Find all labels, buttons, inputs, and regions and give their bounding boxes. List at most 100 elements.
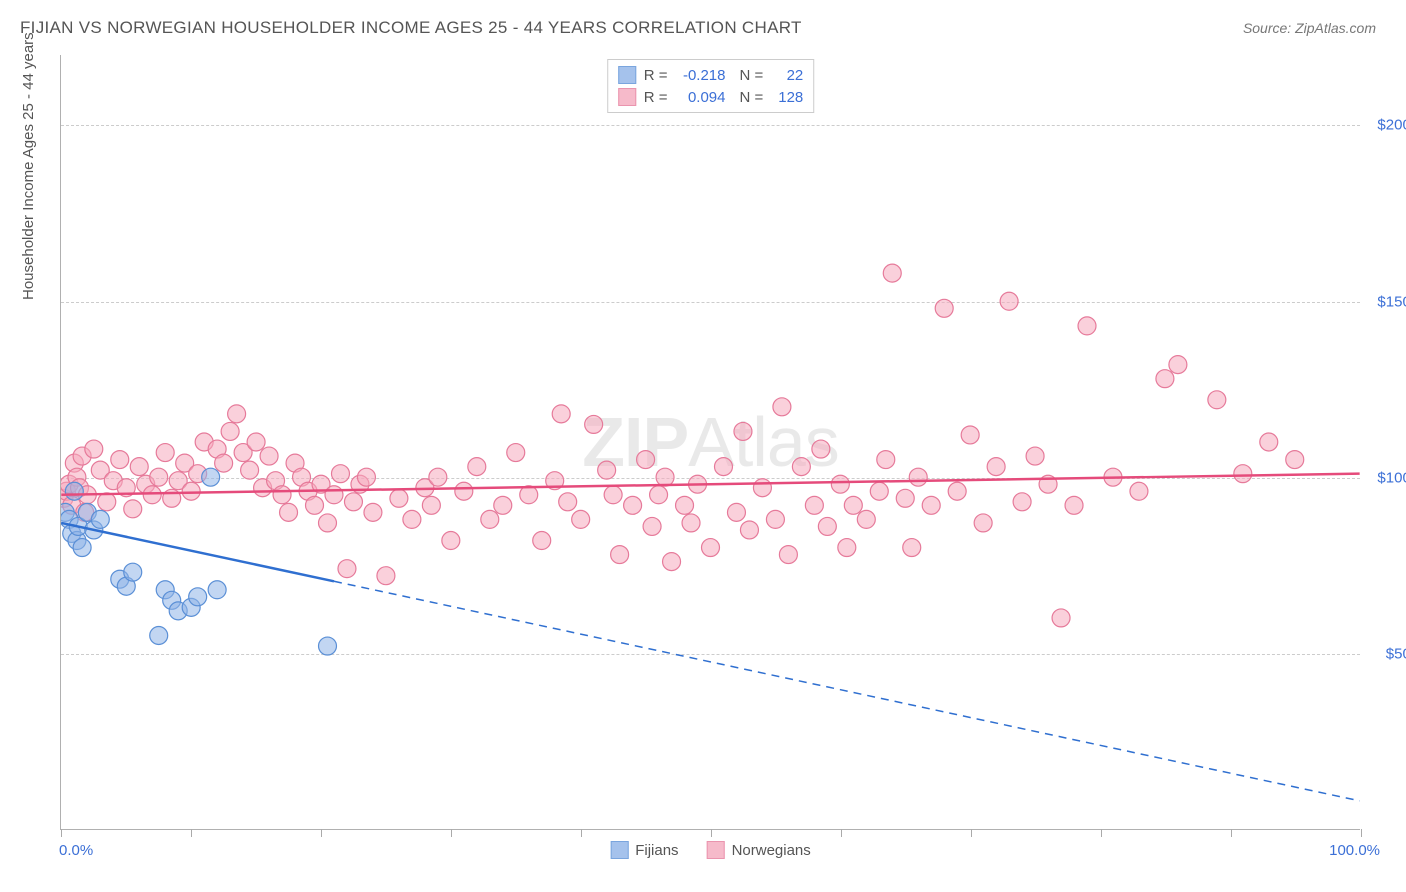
data-point	[838, 539, 856, 557]
data-point	[877, 451, 895, 469]
data-point	[611, 546, 629, 564]
y-tick-label: $150,000	[1365, 293, 1406, 310]
data-point	[844, 496, 862, 514]
data-point	[85, 440, 103, 458]
data-point	[948, 482, 966, 500]
data-point	[714, 458, 732, 476]
data-point	[73, 539, 91, 557]
data-point	[702, 539, 720, 557]
data-point	[273, 486, 291, 504]
data-point	[98, 493, 116, 511]
trend-line-solid	[61, 523, 334, 581]
data-point	[650, 486, 668, 504]
y-tick-label: $100,000	[1365, 469, 1406, 486]
data-point	[883, 264, 901, 282]
data-point	[494, 496, 512, 514]
data-point	[202, 468, 220, 486]
data-point	[1169, 356, 1187, 374]
data-point	[753, 479, 771, 497]
data-point	[585, 415, 603, 433]
correlation-legend: R = -0.218 N = 22 R = 0.094 N = 128	[607, 59, 815, 113]
data-point	[961, 426, 979, 444]
data-point	[364, 503, 382, 521]
data-point	[987, 458, 1005, 476]
data-point	[189, 588, 207, 606]
y-tick-label: $50,000	[1365, 645, 1406, 662]
data-point	[208, 581, 226, 599]
data-point	[552, 405, 570, 423]
x-tick	[321, 829, 322, 837]
chart-title: FIJIAN VS NORWEGIAN HOUSEHOLDER INCOME A…	[20, 18, 802, 38]
data-point	[241, 461, 259, 479]
data-point	[429, 468, 447, 486]
data-point	[533, 532, 551, 550]
data-point	[1260, 433, 1278, 451]
data-point	[130, 458, 148, 476]
data-point	[1130, 482, 1148, 500]
data-point	[319, 637, 337, 655]
chart-plot-area: ZIPAtlas R = -0.218 N = 22 R = 0.094 N =…	[60, 55, 1360, 830]
data-point	[604, 486, 622, 504]
data-point	[766, 510, 784, 528]
y-tick-label: $200,000	[1365, 117, 1406, 134]
data-point	[182, 482, 200, 500]
data-point	[870, 482, 888, 500]
data-point	[215, 454, 233, 472]
legend-item-norwegians: Norwegians	[707, 841, 811, 859]
data-point	[831, 475, 849, 493]
data-point	[221, 422, 239, 440]
data-point	[260, 447, 278, 465]
fijians-swatch	[618, 66, 636, 84]
data-point	[896, 489, 914, 507]
correlation-row-norwegians: R = 0.094 N = 128	[618, 86, 804, 108]
data-point	[1208, 391, 1226, 409]
data-point	[656, 468, 674, 486]
data-point	[247, 433, 265, 451]
data-point	[111, 451, 129, 469]
data-point	[727, 503, 745, 521]
x-tick	[1101, 829, 1102, 837]
data-point	[1065, 496, 1083, 514]
data-point	[325, 486, 343, 504]
data-point	[338, 560, 356, 578]
data-point	[1078, 317, 1096, 335]
data-point	[1234, 465, 1252, 483]
data-point	[1286, 451, 1304, 469]
x-tick	[581, 829, 582, 837]
data-point	[773, 398, 791, 416]
data-point	[663, 553, 681, 571]
data-point	[676, 496, 694, 514]
data-point	[403, 510, 421, 528]
data-point	[124, 563, 142, 581]
data-point	[228, 405, 246, 423]
legend-item-fijians: Fijians	[610, 841, 678, 859]
data-point	[974, 514, 992, 532]
x-tick	[711, 829, 712, 837]
data-point	[357, 468, 375, 486]
data-point	[422, 496, 440, 514]
y-axis-label: Householder Income Ages 25 - 44 years	[20, 32, 37, 300]
data-point	[156, 444, 174, 462]
data-point	[455, 482, 473, 500]
fijians-legend-swatch	[610, 841, 628, 859]
data-point	[344, 493, 362, 511]
x-axis-min-label: 0.0%	[59, 842, 93, 859]
data-point	[818, 517, 836, 535]
data-point	[481, 510, 499, 528]
x-tick	[61, 829, 62, 837]
correlation-row-fijians: R = -0.218 N = 22	[618, 64, 804, 86]
data-point	[1013, 493, 1031, 511]
data-point	[682, 514, 700, 532]
x-tick	[191, 829, 192, 837]
norwegians-swatch	[618, 88, 636, 106]
series-legend: Fijians Norwegians	[610, 841, 811, 859]
data-point	[935, 299, 953, 317]
data-point	[507, 444, 525, 462]
source-attribution: Source: ZipAtlas.com	[1243, 20, 1376, 36]
data-point	[903, 539, 921, 557]
data-point	[779, 546, 797, 564]
x-tick	[971, 829, 972, 837]
data-point	[306, 496, 324, 514]
data-point	[637, 451, 655, 469]
data-point	[1156, 370, 1174, 388]
